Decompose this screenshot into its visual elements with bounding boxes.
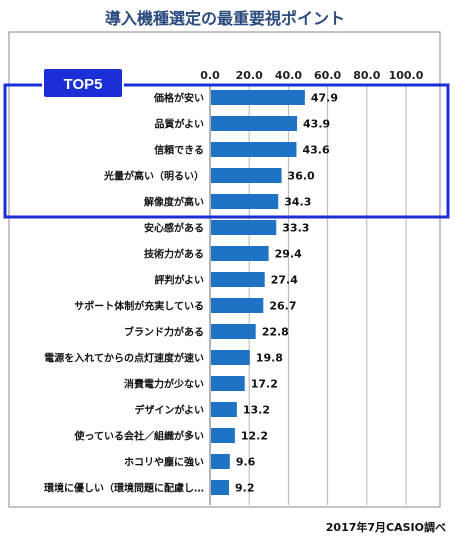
source-note: 2017年7月CASIO調べ xyxy=(326,520,446,534)
value-label: 43.9 xyxy=(303,118,330,131)
value-label: 17.2 xyxy=(251,378,278,391)
value-label: 43.6 xyxy=(302,144,329,157)
category-label: 価格が安い xyxy=(153,92,204,105)
x-tick-label: 80.0 xyxy=(353,69,380,82)
value-label: 26.7 xyxy=(269,300,296,313)
bar xyxy=(211,454,230,469)
top5-highlight-box xyxy=(3,83,450,219)
top5-badge-label: TOP5 xyxy=(64,76,103,93)
top5-badge: TOP5 xyxy=(42,67,124,99)
category-label: 光量が高い（明るい） xyxy=(103,170,204,183)
category-label: 品質がよい xyxy=(155,118,205,131)
category-label: 評判がよい xyxy=(155,274,205,287)
chart-frame xyxy=(8,31,441,508)
bar xyxy=(211,272,265,287)
x-axis-ticks: 0.0 20.0 40.0 60.0 80.0 100.0 xyxy=(200,69,423,82)
value-label: 47.9 xyxy=(311,92,338,105)
bar xyxy=(211,168,282,183)
bar xyxy=(211,324,256,339)
value-label: 9.6 xyxy=(236,456,256,469)
category-label: デザインがよい xyxy=(135,404,205,417)
bar xyxy=(211,246,269,261)
bar xyxy=(211,298,264,313)
category-label: 技術力がある xyxy=(144,248,204,261)
bar xyxy=(211,428,235,443)
bar xyxy=(211,220,277,235)
bar xyxy=(211,402,237,417)
category-label: 電源を入れてからの点灯速度が速い xyxy=(44,352,204,365)
value-label: 12.2 xyxy=(241,430,268,443)
chart-title: 導入機種選定の最重要視ポイント xyxy=(105,9,345,28)
value-label: 13.2 xyxy=(243,404,270,417)
category-label: 信頼できる xyxy=(154,144,204,157)
value-label: 34.3 xyxy=(284,196,311,209)
bar xyxy=(211,116,298,131)
x-tick-label: 100.0 xyxy=(389,69,424,82)
value-label: 19.8 xyxy=(256,352,283,365)
value-label: 27.4 xyxy=(271,274,298,287)
category-label: 使っている会社／組織が多い xyxy=(74,430,205,443)
bar xyxy=(211,90,305,105)
value-label: 33.3 xyxy=(282,222,309,235)
category-label: ブランド力がある xyxy=(124,326,204,339)
category-label: 安心感がある xyxy=(144,222,204,235)
value-label: 9.2 xyxy=(235,482,255,495)
category-label: 消費電力が少ない xyxy=(124,378,204,391)
x-tick-label: 60.0 xyxy=(314,69,341,82)
value-label: 36.0 xyxy=(288,170,315,183)
category-label: サポート体制が充実している xyxy=(74,300,204,313)
top5-badge-box xyxy=(42,67,124,99)
category-label: 環境に優しい（環境問題に配慮し… xyxy=(44,482,204,495)
x-tick-label: 40.0 xyxy=(275,69,302,82)
bar xyxy=(211,376,245,391)
category-label: ホコリや塵に強い xyxy=(124,456,204,469)
x-tick-label: 0.0 xyxy=(200,69,220,82)
bar xyxy=(211,142,297,157)
value-label: 22.8 xyxy=(262,326,289,339)
category-label: 解像度が高い xyxy=(144,196,204,209)
bars: 価格が安い 47.9 品質がよい 43.9 信頼できる 43.6 光量が高い（明るい） 36.… xyxy=(44,90,338,495)
bar xyxy=(211,350,250,365)
bar xyxy=(211,480,230,495)
bar xyxy=(211,194,279,209)
value-label: 29.4 xyxy=(275,248,302,261)
x-tick-label: 20.0 xyxy=(236,69,263,82)
